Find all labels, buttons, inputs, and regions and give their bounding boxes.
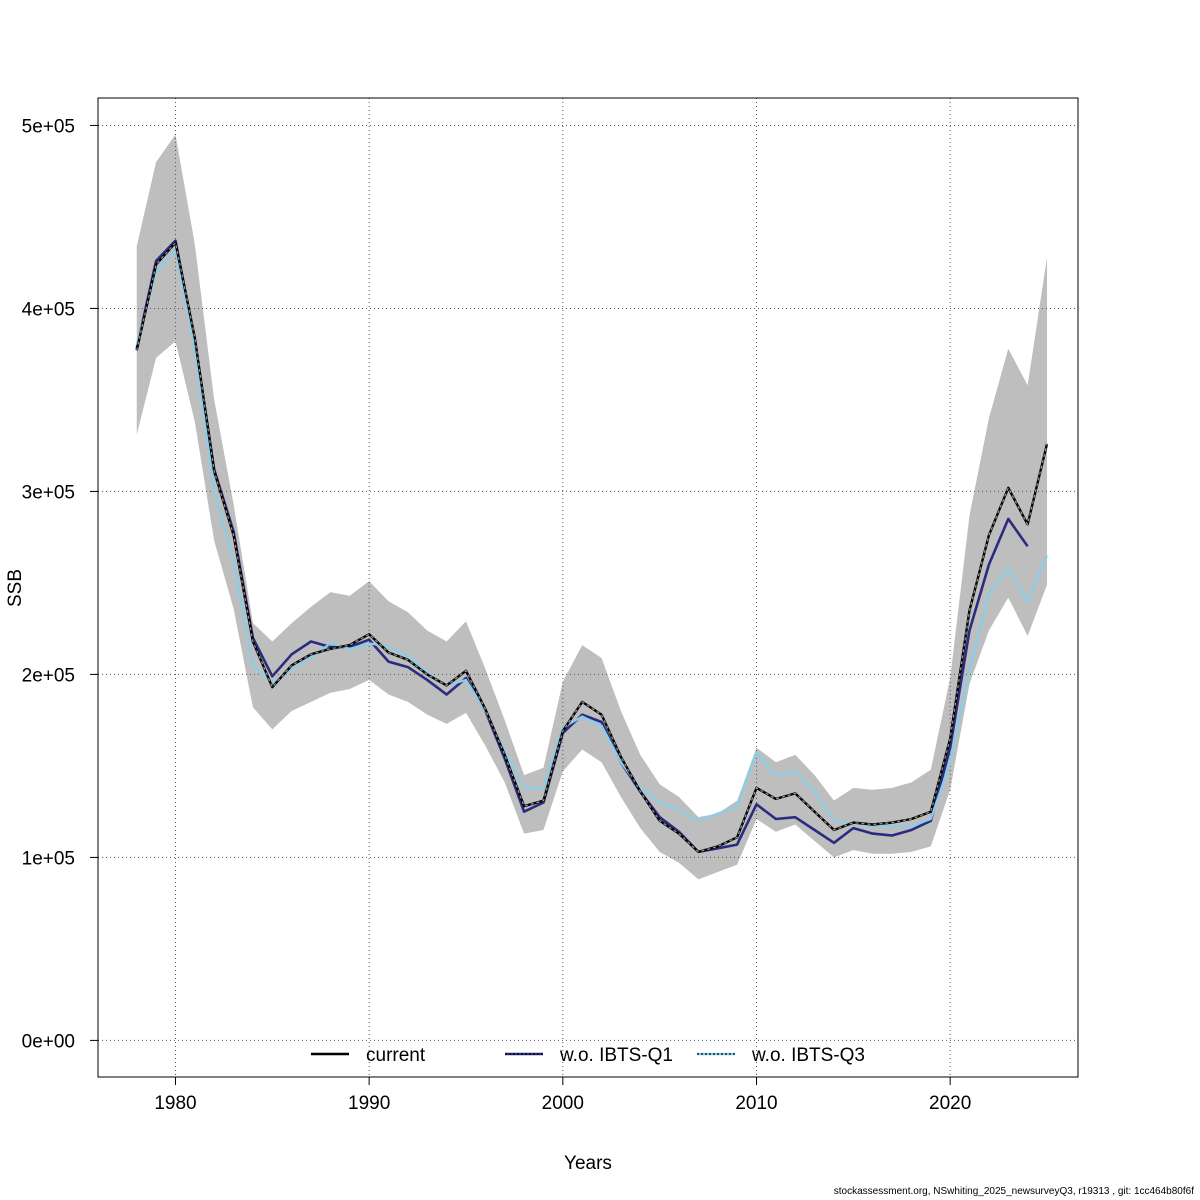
x-tick-label-1990: 1990	[348, 1093, 390, 1114]
y-tick-label-3: 3e+05	[22, 482, 75, 503]
series-line-current	[135, 241, 1049, 854]
x-axis-label: Years	[564, 1153, 612, 1174]
x-tick-label-2010: 2010	[735, 1093, 777, 1114]
series-lines	[135, 239, 1049, 854]
y-tick-label-4: 4e+05	[22, 299, 75, 320]
axes: 1980 1990 2000 2010 2020 0e+00 1e+05 2e+05 3e+05…	[22, 116, 972, 1114]
footer-credit: stockassessment.org, NSwhiting_2025_news…	[833, 1186, 1194, 1197]
series-line-current-dash	[136, 241, 1048, 853]
plot-frame	[97, 97, 1079, 1078]
confidence-band-area	[136, 134, 1048, 880]
grid	[98, 98, 1078, 1077]
y-tick-label-0: 0e+00	[22, 1031, 75, 1052]
x-tick-label-2020: 2020	[929, 1093, 971, 1114]
x-tick-label-1980: 1980	[154, 1093, 196, 1114]
series-line-wo-ibts-q3	[135, 248, 1049, 828]
legend-label-1: w.o. IBTS-Q1	[559, 1045, 673, 1066]
series-line-wo-ibts-q1	[135, 239, 1029, 854]
legend: current w.o. IBTS-Q1 w.o. IBTS-Q3	[311, 1045, 865, 1066]
legend-label-0: current	[366, 1045, 426, 1066]
y-tick-label-5: 5e+05	[22, 116, 75, 137]
y-axis-label: SSB	[5, 569, 26, 607]
legend-label-2: w.o. IBTS-Q3	[751, 1045, 865, 1066]
x-tick-label-2000: 2000	[542, 1093, 584, 1114]
y-tick-label-2: 2e+05	[22, 665, 75, 686]
y-tick-label-1: 1e+05	[22, 848, 75, 869]
confidence-band	[136, 134, 1048, 880]
